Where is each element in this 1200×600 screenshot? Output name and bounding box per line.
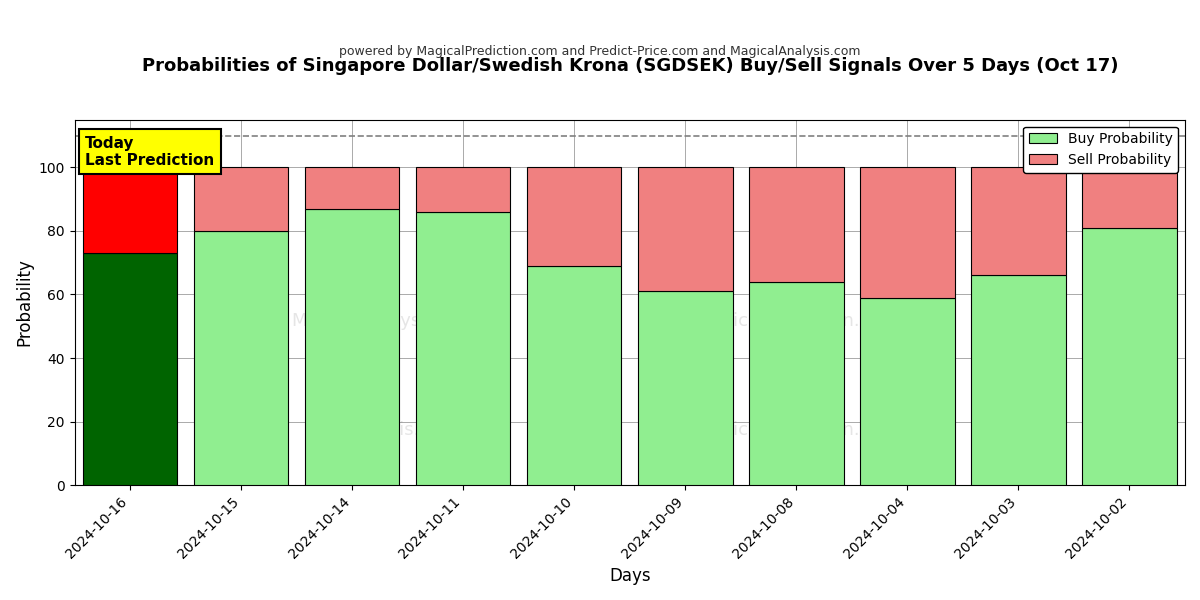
Bar <box>83 253 178 485</box>
Bar <box>860 167 955 298</box>
Bar <box>305 209 400 485</box>
Text: MagicalAnalysis.com: MagicalAnalysis.com <box>292 311 480 329</box>
Bar <box>971 275 1066 485</box>
Bar <box>416 167 510 212</box>
Text: powered by MagicalPrediction.com and Predict-Price.com and MagicalAnalysis.com: powered by MagicalPrediction.com and Pre… <box>340 45 860 58</box>
Title: Probabilities of Singapore Dollar/Swedish Krona (SGDSEK) Buy/Sell Signals Over 5: Probabilities of Singapore Dollar/Swedis… <box>142 57 1118 75</box>
Y-axis label: Probability: Probability <box>16 259 34 346</box>
X-axis label: Days: Days <box>610 567 650 585</box>
Text: Today
Last Prediction: Today Last Prediction <box>85 136 215 168</box>
Bar <box>416 212 510 485</box>
Bar <box>749 282 844 485</box>
Bar <box>194 167 288 231</box>
Bar <box>638 291 732 485</box>
Bar <box>638 167 732 291</box>
Bar <box>83 167 178 253</box>
Bar <box>749 167 844 282</box>
Text: calAnalysis.com: calAnalysis.com <box>313 421 458 439</box>
Bar <box>305 167 400 209</box>
Bar <box>527 167 622 266</box>
Legend: Buy Probability, Sell Probability: Buy Probability, Sell Probability <box>1024 127 1178 173</box>
Bar <box>1082 167 1177 227</box>
Text: MagicalPrediction.com: MagicalPrediction.com <box>695 311 898 329</box>
Bar <box>1082 227 1177 485</box>
Bar <box>527 266 622 485</box>
Bar <box>194 231 288 485</box>
Bar <box>860 298 955 485</box>
Bar <box>971 167 1066 275</box>
Text: MagicalPrediction.com: MagicalPrediction.com <box>695 421 898 439</box>
